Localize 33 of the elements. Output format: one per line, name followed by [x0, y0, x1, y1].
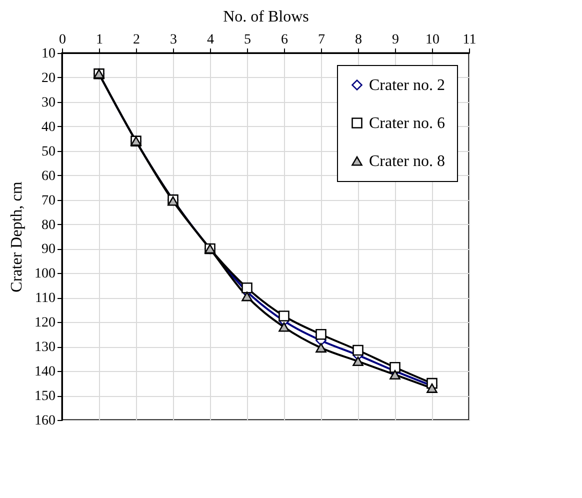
y-tick-label: 90 — [42, 242, 56, 258]
x-tick-label: 0 — [59, 32, 66, 48]
x-tick-label: 10 — [426, 32, 440, 48]
legend-label: Crater no. 8 — [369, 153, 445, 170]
x-tick-label: 4 — [207, 32, 214, 48]
legend-label: Crater no. 2 — [369, 77, 445, 94]
y-tick-label: 120 — [34, 316, 56, 331]
x-tick-label: 6 — [281, 32, 288, 48]
y-tick-label: 130 — [34, 340, 56, 356]
x-tick-label: 9 — [392, 32, 399, 48]
y-tick-label: 100 — [34, 266, 56, 282]
x-tick-label: 11 — [462, 32, 476, 48]
x-tick-label: 8 — [355, 32, 362, 48]
y-tick-label: 30 — [42, 95, 56, 110]
x-tick-label: 5 — [244, 32, 251, 48]
y-tick-label: 150 — [34, 389, 56, 404]
y-tick-label: 160 — [34, 414, 56, 428]
y-tick-label: 80 — [42, 218, 56, 233]
y-tick-label: 40 — [42, 120, 56, 135]
legend-label: Crater no. 6 — [369, 115, 445, 132]
x-tick-label: 2 — [133, 32, 140, 48]
y-tick-label: 70 — [42, 193, 56, 208]
y-axis-title: Crater Depth, cm — [8, 181, 26, 292]
x-tick-label: 7 — [318, 32, 325, 48]
y-tick-label: 50 — [42, 144, 56, 160]
x-tick-label: 1 — [96, 32, 103, 48]
y-tick-label: 10 — [42, 46, 56, 62]
y-tick-label: 20 — [42, 70, 56, 86]
y-tick-label: 140 — [34, 364, 56, 380]
x-tick-label: 3 — [170, 32, 177, 48]
x-axis-title: No. of Blows — [223, 8, 309, 26]
y-tick-label: 60 — [42, 168, 56, 184]
y-tick-label: 110 — [35, 291, 56, 306]
